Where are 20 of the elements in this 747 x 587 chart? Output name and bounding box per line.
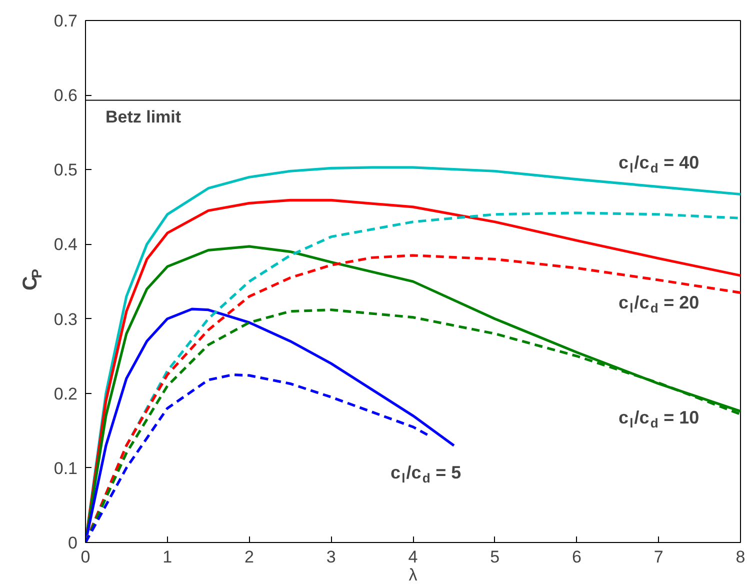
y-tick-label: 0.6 — [54, 86, 78, 106]
ref-line-label: Betz limit — [106, 107, 182, 126]
x-tick-label: 5 — [490, 548, 500, 566]
x-tick-label: 6 — [572, 548, 582, 566]
x-tick-label: 7 — [654, 548, 664, 566]
x-tick-label: 4 — [408, 548, 418, 566]
y-tick-label: 0.4 — [54, 235, 78, 254]
y-tick-label: 0.7 — [54, 12, 78, 30]
y-tick-label: 0.1 — [54, 458, 78, 478]
y-tick-label: 0.3 — [54, 310, 78, 329]
x-tick-label: 2 — [244, 548, 254, 566]
y-tick-label: 0.5 — [54, 160, 78, 180]
y-axis-title: CP — [20, 268, 44, 290]
x-tick-label: 3 — [326, 548, 336, 566]
y-tick-label: 0 — [68, 534, 78, 552]
x-tick-label: 1 — [162, 548, 172, 566]
y-tick-label: 0.2 — [54, 384, 78, 404]
x-axis-title: λ — [408, 566, 418, 584]
x-tick-label: 8 — [736, 548, 746, 566]
x-tick-label: 0 — [80, 548, 90, 566]
